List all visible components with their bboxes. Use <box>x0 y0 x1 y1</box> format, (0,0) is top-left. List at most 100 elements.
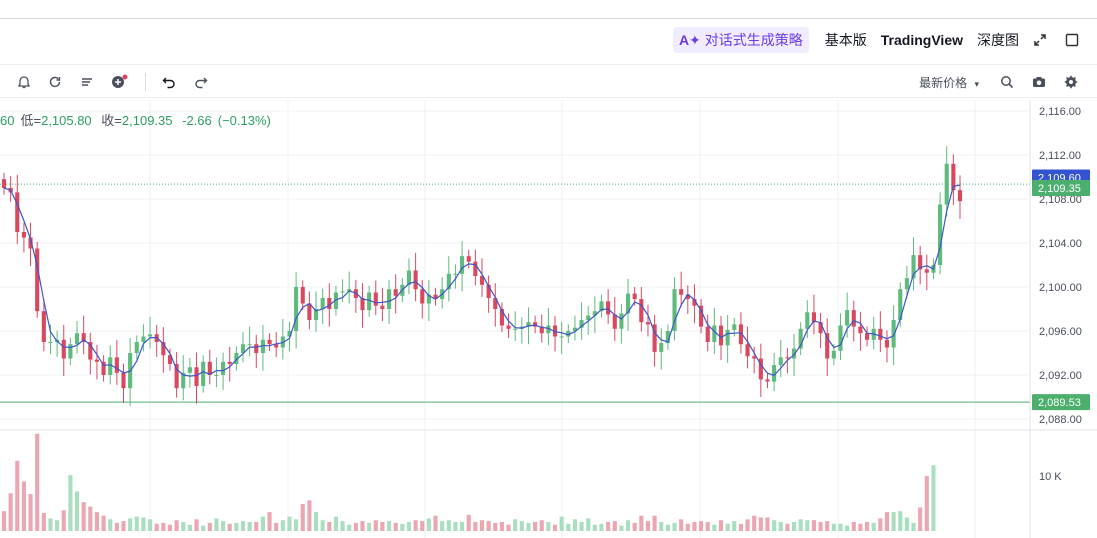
candle-body <box>367 292 372 311</box>
chart-grid <box>0 100 1030 538</box>
candle-body <box>347 289 352 292</box>
candle-body <box>825 333 830 359</box>
volume-bar <box>134 516 139 531</box>
tab-depth[interactable]: 深度图 <box>977 32 1019 48</box>
volume-bar <box>699 521 704 531</box>
volume-bar <box>838 523 843 531</box>
camera-icon[interactable] <box>1030 73 1048 91</box>
candle-body <box>831 350 836 359</box>
redo-icon[interactable] <box>192 73 210 91</box>
candle-body <box>121 372 126 389</box>
volume-bar <box>227 523 232 531</box>
volume-bar <box>606 522 611 531</box>
candle-body <box>513 328 518 330</box>
candle-body <box>599 301 604 312</box>
candle-body <box>221 361 226 375</box>
volume-bar <box>599 523 604 531</box>
candle-body <box>911 255 916 279</box>
candlesticks <box>1 146 963 406</box>
volume-bar <box>559 516 564 531</box>
window-icon[interactable] <box>1065 33 1079 47</box>
candle-body <box>705 326 710 342</box>
volume-bar <box>426 518 431 531</box>
candle-body <box>433 294 438 300</box>
ai-strategy-tab[interactable]: A✦ 对话式生成策略 <box>672 27 809 53</box>
candle-body <box>798 328 803 349</box>
volume-bar <box>128 518 133 531</box>
volume-bar <box>864 522 870 531</box>
ai-sparkle-icon: A✦ <box>678 31 701 48</box>
alert-icon[interactable] <box>15 73 33 91</box>
last-price-tag-bg <box>1032 180 1090 196</box>
candle-body <box>493 298 498 309</box>
volume-bar <box>181 522 186 531</box>
candle-body <box>287 331 292 337</box>
candle-body <box>665 331 670 344</box>
price-type-dropdown[interactable]: 最新价格 ▾ <box>919 74 979 91</box>
volume-bar <box>28 494 33 531</box>
moving-average-line <box>3 184 961 377</box>
volume-bar <box>347 524 352 531</box>
volume-bar <box>572 519 578 531</box>
volume-bar <box>147 519 153 531</box>
volume-bar <box>287 516 292 531</box>
candle-body <box>134 342 139 353</box>
refresh-icon[interactable] <box>46 73 64 91</box>
volume-bar <box>672 522 677 531</box>
volume-bar <box>386 521 392 531</box>
candle-body <box>68 344 73 359</box>
ohlc-low: 2,105.80 <box>41 113 92 128</box>
candle-body <box>167 355 173 364</box>
expand-icon[interactable] <box>1033 33 1047 47</box>
volume-bar <box>586 518 591 531</box>
volume-bar <box>473 522 478 531</box>
candle-body <box>327 298 332 309</box>
tab-basic[interactable]: 基本版 <box>824 32 867 48</box>
volume-bar <box>313 512 319 531</box>
candle-body <box>898 289 903 320</box>
volume-bar <box>174 520 179 531</box>
volume-bar <box>692 522 697 531</box>
candle-body <box>114 357 119 373</box>
ohlc-change-pct: (−0.13%) <box>217 113 271 128</box>
candle-body <box>254 344 259 353</box>
indicators-icon[interactable] <box>78 73 96 91</box>
volume-bar <box>320 520 325 531</box>
settings-gear-icon[interactable] <box>1062 73 1080 91</box>
add-compare-icon[interactable] <box>110 73 128 91</box>
price-tick-label: 2,096.00 <box>1039 326 1082 338</box>
volume-bar <box>911 522 916 531</box>
volume-bar <box>566 523 571 531</box>
volume-bar <box>55 520 60 531</box>
candle-body <box>460 256 465 274</box>
undo-icon[interactable] <box>160 73 178 91</box>
top-border <box>0 18 1097 19</box>
price-tick-label: 2,116.00 <box>1039 106 1081 118</box>
volume-bar <box>858 523 863 531</box>
candle-body <box>479 276 485 285</box>
volume-bar <box>413 520 418 531</box>
volume-bar <box>68 475 73 531</box>
volume-bar <box>592 524 597 531</box>
candle-body <box>632 293 637 300</box>
ohlc-close: 2,109.35 <box>121 113 173 128</box>
search-icon[interactable] <box>998 73 1016 91</box>
volume-bar <box>539 520 544 531</box>
price-axis: 2,116.00 2,112.00 2,108.00 2,104.00 2,100.00… <box>1039 106 1082 426</box>
candle-body <box>572 327 578 331</box>
volume-bar <box>440 521 445 531</box>
candle-body <box>194 367 199 386</box>
volume-bar <box>884 512 890 531</box>
volume-bar <box>460 522 465 531</box>
tab-tradingview[interactable]: TradingView <box>880 32 963 48</box>
candle-body <box>639 299 644 323</box>
candle-body <box>48 342 53 343</box>
volume-bar <box>240 521 246 531</box>
volume-bar <box>207 522 212 531</box>
candle-body <box>187 367 192 373</box>
volume-bar <box>121 521 126 531</box>
volume-bar <box>665 524 670 531</box>
ohlc-low-label: 低= <box>20 113 42 128</box>
price-tick-label: 2,100.00 <box>1039 282 1082 294</box>
